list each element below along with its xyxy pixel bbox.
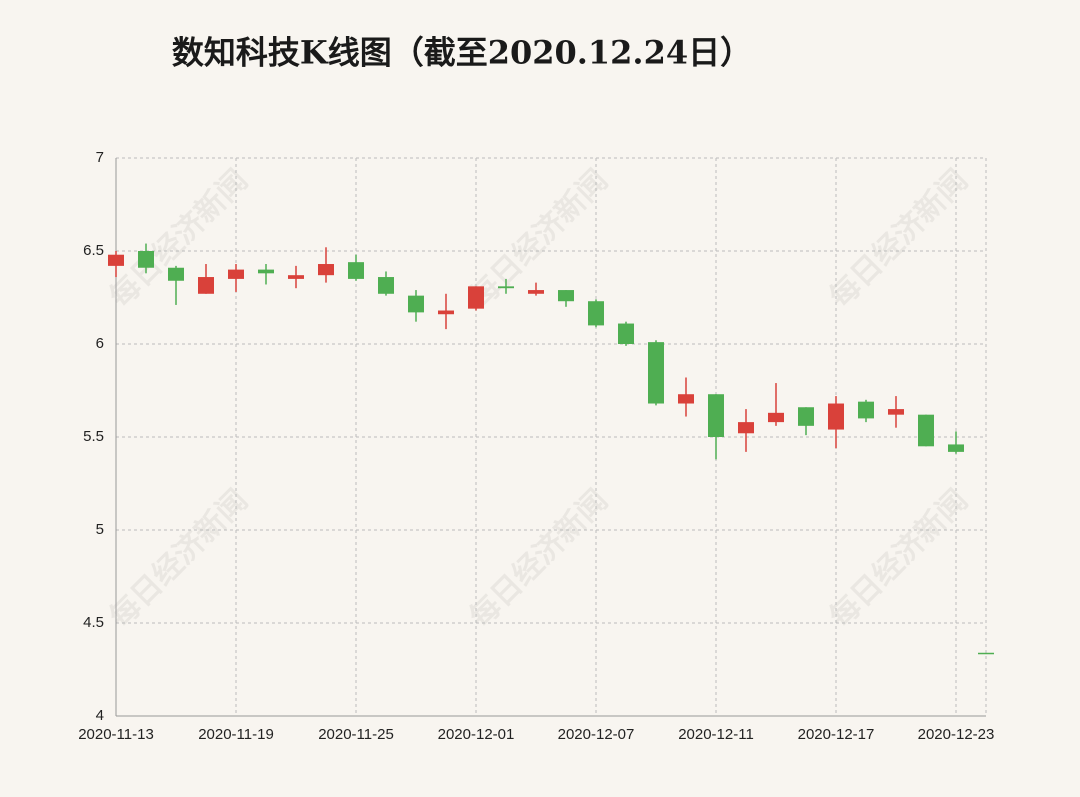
x-tick-label: 2020-12-07: [558, 726, 635, 743]
candle-body: [498, 286, 514, 289]
candle-body: [648, 342, 664, 404]
x-tick-label: 2020-11-19: [198, 726, 274, 743]
watermark: 每日经济新闻: [823, 163, 975, 315]
candle-body: [798, 407, 814, 426]
candle-body: [108, 254, 124, 266]
candle-body: [288, 275, 304, 279]
candle-body: [678, 394, 694, 404]
y-tick-label: 4: [96, 707, 104, 724]
x-tick-label: 2020-12-23: [918, 726, 995, 743]
candle-body: [588, 301, 604, 326]
y-tick-label: 7: [96, 149, 104, 166]
candle-body: [258, 269, 274, 274]
candle-body: [198, 277, 214, 294]
candle-body: [918, 414, 934, 447]
watermark: 每日经济新闻: [103, 483, 255, 635]
x-tick-label: 2020-11-25: [318, 726, 394, 743]
candle-body: [378, 277, 394, 294]
candle-body: [318, 264, 334, 276]
watermark: 每日经济新闻: [463, 483, 615, 635]
candle-body: [138, 251, 154, 268]
candle-body: [948, 444, 964, 452]
candle-body: [168, 267, 184, 281]
candle-body: [528, 290, 544, 294]
candle-body: [768, 412, 784, 423]
y-tick-label: 6: [96, 335, 104, 352]
x-tick-label: 2020-11-13: [78, 726, 154, 743]
x-tick-label: 2020-12-11: [678, 726, 754, 743]
candle-body: [978, 652, 994, 655]
candle-body: [438, 310, 454, 315]
candle-body: [858, 401, 874, 419]
candle-body: [468, 286, 484, 309]
x-tick-label: 2020-12-01: [438, 726, 515, 743]
candle-body: [708, 394, 724, 437]
candle-body: [888, 409, 904, 415]
candle-body: [738, 422, 754, 434]
y-tick-label: 5.5: [83, 428, 104, 445]
y-tick-label: 4.5: [83, 614, 104, 631]
chart-title: 数知科技K线图（截至2020.12.24日）: [172, 34, 752, 72]
watermark: 每日经济新闻: [103, 163, 255, 315]
candle-body: [618, 323, 634, 344]
watermark: 每日经济新闻: [823, 483, 975, 635]
candle-body: [558, 290, 574, 302]
candle-body: [828, 403, 844, 430]
y-tick-label: 6.5: [83, 242, 104, 259]
x-tick-label: 2020-12-17: [798, 726, 875, 743]
candle-body: [408, 295, 424, 313]
candle-body: [348, 262, 364, 279]
y-tick-label: 5: [96, 521, 104, 538]
candle-body: [228, 269, 244, 279]
